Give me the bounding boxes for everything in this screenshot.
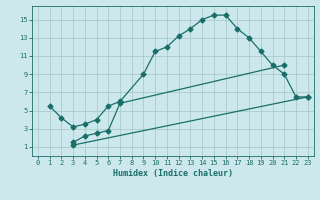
X-axis label: Humidex (Indice chaleur): Humidex (Indice chaleur)	[113, 169, 233, 178]
